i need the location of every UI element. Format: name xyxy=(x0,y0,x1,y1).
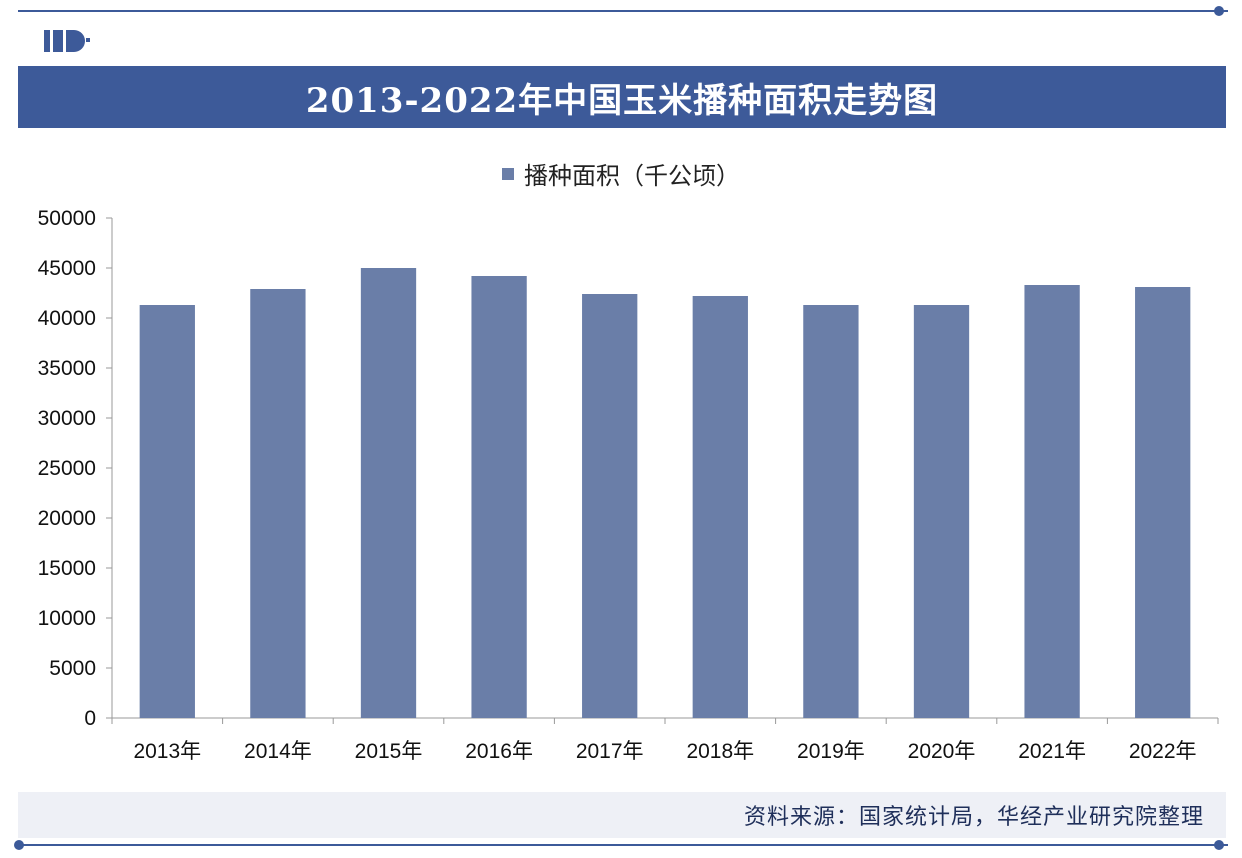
source-bar: 资料来源：国家统计局，华经产业研究院整理 xyxy=(18,792,1226,838)
y-tick-label: 0 xyxy=(84,707,96,730)
x-tick-label: 2020年 xyxy=(908,740,976,763)
x-tick-label: 2015年 xyxy=(355,740,423,763)
y-tick-label: 45000 xyxy=(38,257,96,280)
bar xyxy=(360,268,417,718)
y-tick-label: 50000 xyxy=(38,207,96,230)
title-bar: 2013-2022年中国玉米播种面积走势图 xyxy=(18,66,1226,128)
y-tick-label: 40000 xyxy=(38,307,96,330)
bar xyxy=(139,305,195,718)
huajing-logo-icon xyxy=(44,30,90,52)
x-tick-label: 2016年 xyxy=(465,740,533,763)
y-tick-label: 5000 xyxy=(49,657,96,680)
frame-top-line xyxy=(18,10,1228,12)
bar xyxy=(582,294,638,718)
bar xyxy=(803,305,859,718)
bar xyxy=(250,289,306,718)
frame-bottom-line xyxy=(18,844,1228,846)
y-tick-label: 20000 xyxy=(38,507,96,530)
y-tick-label: 35000 xyxy=(38,357,96,380)
x-tick-label: 2013年 xyxy=(133,740,201,763)
y-tick-label: 25000 xyxy=(38,457,96,480)
bar xyxy=(913,305,970,718)
x-tick-label: 2014年 xyxy=(244,740,312,763)
frame-bottom-dot-right xyxy=(1214,840,1224,850)
source-note: 资料来源：国家统计局，华经产业研究院整理 xyxy=(743,805,1204,830)
x-tick-label: 2019年 xyxy=(797,740,865,763)
y-tick-label: 15000 xyxy=(38,557,96,580)
x-tick-label: 2017年 xyxy=(576,740,644,763)
legend-swatch xyxy=(502,167,514,180)
bar xyxy=(692,296,748,718)
bar xyxy=(471,276,527,718)
x-tick-label: 2022年 xyxy=(1129,740,1197,763)
x-tick-label: 2018年 xyxy=(686,740,754,763)
y-tick-label: 30000 xyxy=(38,407,96,430)
legend: 播种面积（千公顷） xyxy=(0,156,1242,191)
chart-title: 2013-2022年中国玉米播种面积走势图 xyxy=(305,80,939,121)
bar xyxy=(1135,287,1191,718)
bar xyxy=(1024,285,1080,718)
legend-label: 播种面积（千公顷） xyxy=(524,162,740,190)
frame-top-dot xyxy=(1214,6,1224,16)
y-tick-label: 10000 xyxy=(38,607,96,630)
x-tick-label: 2021年 xyxy=(1018,740,1086,763)
frame-bottom-dot-left xyxy=(14,840,24,850)
